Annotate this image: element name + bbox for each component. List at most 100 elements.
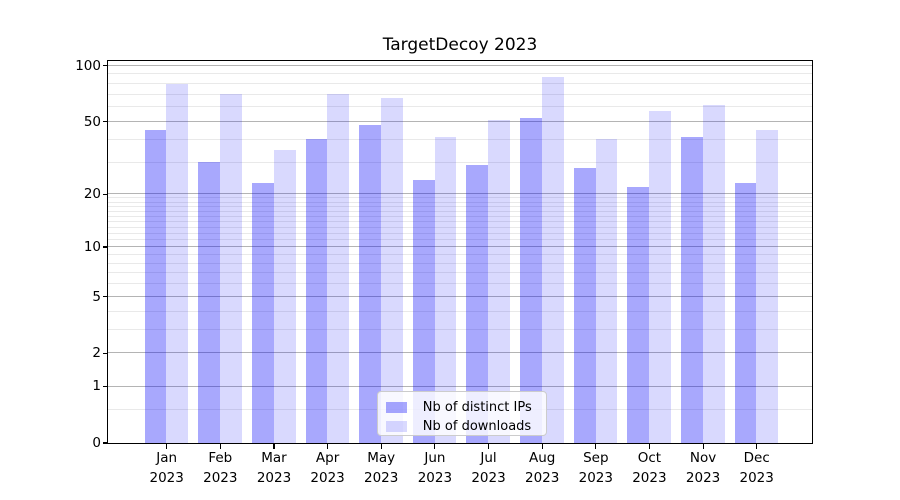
gridline-minor-40 [107, 138, 812, 140]
y-tick-label-50: 50 [83, 113, 101, 130]
bar-ips-feb [198, 162, 221, 443]
x-tick-label-month-jan: Jan [156, 450, 178, 466]
bar-downloads-jul [488, 119, 511, 443]
bar-downloads-jan [166, 83, 189, 443]
x-tick-label-year-feb: 2023 [203, 470, 238, 486]
bar-downloads-may [380, 97, 403, 443]
chart-title: TargetDecoy 2023 [382, 35, 538, 55]
x-tick-label-year-oct: 2023 [632, 470, 667, 486]
bar-ips-dec [734, 183, 757, 443]
gridline-minor-3 [107, 328, 812, 330]
x-tick-sep [595, 444, 597, 449]
x-tick-jul [487, 444, 490, 449]
gridline-minor-7 [107, 272, 812, 274]
gridline-major-20 [107, 193, 812, 195]
bar-downloads-feb [220, 94, 242, 443]
x-tick-label-year-apr: 2023 [310, 470, 345, 486]
x-tick-mar [273, 444, 275, 449]
bar-ips-sep [573, 167, 596, 443]
y-tick-1 [103, 385, 108, 387]
x-tick-label-jan: Jan 2023 [137, 448, 197, 488]
gridline-minor-15 [107, 215, 812, 217]
bar-ips-may [359, 124, 381, 443]
y-tick-label-1: 1 [92, 378, 101, 395]
bar-ips-jul [466, 164, 489, 443]
x-tick-dec [756, 444, 758, 449]
bar-ips-aug [520, 118, 542, 443]
bar-ips-nov [681, 137, 703, 443]
bar-downloads-apr [327, 94, 350, 443]
x-tick-label-month-nov: Nov [689, 450, 717, 466]
gridline-minor-14 [107, 220, 812, 222]
bar-ips-jun [412, 179, 435, 443]
bar-downloads-sep [595, 139, 618, 443]
gridline-minor-17 [107, 205, 812, 207]
legend: Nb of distinct IPs Nb of downloads [376, 390, 547, 436]
bar-downloads-oct [649, 110, 671, 443]
x-tick-label-year-jul: 2023 [471, 470, 506, 486]
x-tick-label-aug: Aug 2023 [512, 448, 572, 488]
y-tick-0 [103, 442, 108, 444]
x-tick-label-month-dec: Dec [743, 450, 770, 466]
x-tick-label-year-nov: 2023 [685, 470, 721, 486]
gridline-minor-13 [107, 226, 812, 228]
x-tick-label-nov: Nov 2023 [673, 448, 733, 488]
x-tick-label-month-aug: Aug [529, 450, 556, 466]
gridline-minor-30 [107, 161, 812, 163]
x-tick-label-sep: Sep 2023 [566, 448, 626, 488]
gridline-minor-60 [107, 106, 812, 108]
x-tick-label-jul: Jul 2023 [459, 448, 519, 488]
y-tick-50 [103, 121, 108, 123]
x-tick-label-month-mar: Mar [261, 450, 287, 466]
legend-entry-downloads: Nb of downloads [385, 417, 546, 436]
y-tick-10 [103, 246, 108, 248]
x-tick-label-year-dec: 2023 [739, 470, 774, 486]
legend-label-downloads: Nb of downloads [422, 418, 532, 434]
y-tick-2 [103, 352, 108, 354]
legend-label-distinct-ips: Nb of distinct IPs [422, 399, 532, 415]
bar-downloads-aug [541, 76, 564, 443]
x-tick-label-year-may: 2023 [364, 470, 399, 486]
bar-ips-mar [251, 183, 274, 443]
x-tick-label-jun: Jun 2023 [405, 448, 465, 488]
x-tick-aug [541, 444, 543, 449]
y-tick-5 [103, 295, 108, 298]
y-tick-label-2: 2 [92, 345, 101, 362]
x-tick-label-year-aug: 2023 [525, 470, 560, 486]
gridline-minor-6 [107, 283, 812, 285]
x-tick-label-month-apr: Apr [315, 450, 340, 466]
gridline-minor-9 [107, 254, 812, 256]
x-tick-oct [648, 444, 650, 449]
y-tick-100 [103, 65, 108, 67]
x-tick-feb [219, 444, 221, 449]
x-tick-label-year-mar: 2023 [256, 470, 292, 486]
gridline-minor-16 [107, 210, 812, 212]
x-tick-label-feb: Feb 2023 [190, 448, 250, 488]
y-tick-label-20: 20 [83, 186, 101, 203]
bar-ips-oct [627, 186, 650, 443]
gridline-minor-90 [107, 73, 812, 75]
bar-downloads-mar [273, 149, 296, 443]
gridline-minor-70 [107, 93, 812, 95]
x-tick-label-apr: Apr 2023 [298, 448, 358, 488]
legend-swatch-downloads [385, 420, 407, 432]
bar-downloads-dec [756, 129, 779, 443]
x-tick-nov [702, 444, 704, 449]
gridline-major-100 [107, 64, 812, 66]
x-tick-label-may: May 2023 [351, 448, 411, 488]
x-tick-jun [434, 444, 436, 449]
gridline-major-5 [107, 295, 812, 297]
gridline-major-10 [107, 246, 812, 248]
x-tick-label-month-sep: Sep [583, 450, 609, 466]
x-tick-label-month-jul: Jul [480, 450, 497, 466]
bar-downloads-jun [434, 137, 457, 443]
y-tick-20 [103, 193, 108, 195]
legend-entry-distinct-ips: Nb of distinct IPs [385, 398, 546, 417]
gridline-major-2 [107, 352, 812, 354]
x-tick-may [380, 444, 382, 449]
x-tick-label-year-jan: 2023 [149, 470, 184, 486]
bar-ips-apr [305, 139, 328, 443]
x-tick-apr [327, 444, 329, 449]
plot-area: Nb of distinct IPs Nb of downloads [106, 59, 813, 444]
